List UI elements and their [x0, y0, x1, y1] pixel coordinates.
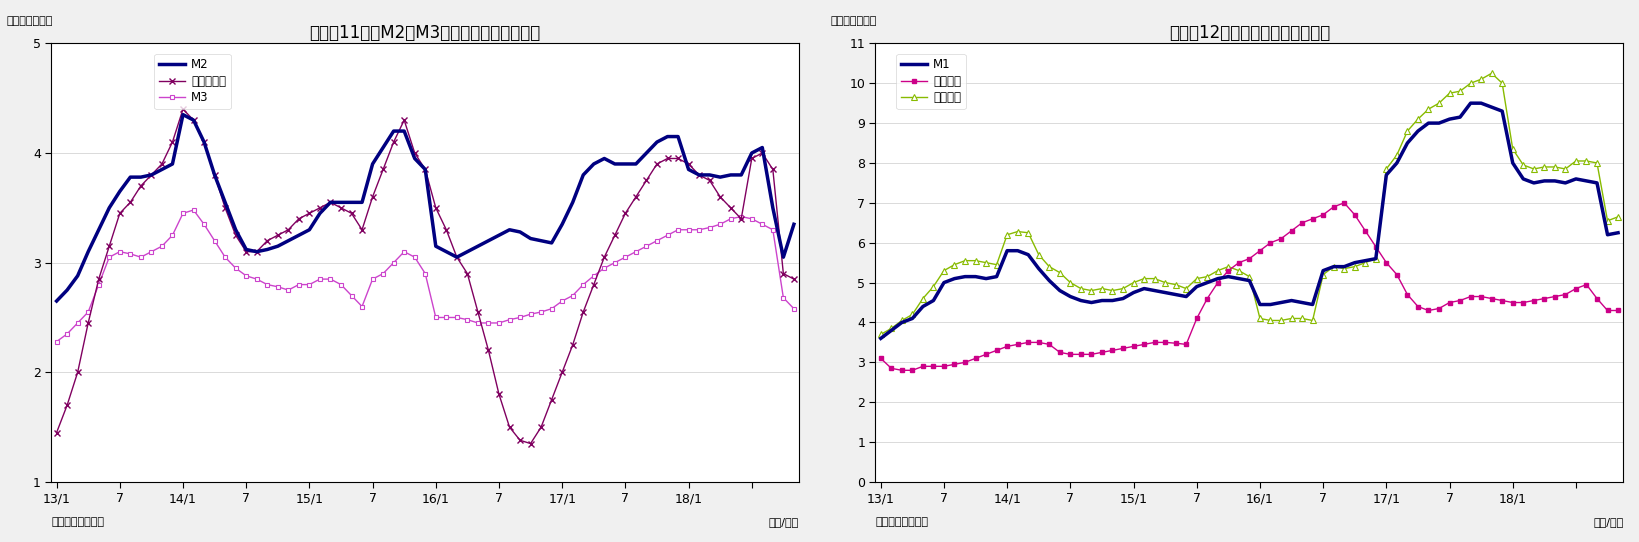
預金通貨 — [870, 331, 890, 338]
Text: （年/月）: （年/月） — [769, 517, 798, 527]
Legend: M2, 広義流動性, M3: M2, 広義流動性, M3 — [154, 54, 231, 109]
M2 — [67, 273, 87, 279]
M2 — [752, 144, 772, 151]
預金通貨 — [1482, 70, 1501, 76]
Line: M3: M3 — [54, 208, 797, 344]
広義流動性 — [48, 429, 67, 436]
Title: （図表11）　M2、M3、広義流動性の伸び率: （図表11） M2、M3、広義流動性の伸び率 — [310, 24, 541, 42]
広義流動性 — [731, 216, 751, 222]
現金通貨 — [892, 367, 911, 373]
預金通貨 — [1313, 272, 1333, 278]
M1 — [870, 335, 890, 341]
現金通貨 — [987, 347, 1006, 353]
M2 — [267, 243, 287, 249]
現金通貨 — [1334, 199, 1354, 206]
預金通貨 — [1575, 158, 1595, 164]
広義流動性 — [521, 440, 541, 447]
M1 — [1608, 229, 1628, 236]
広義流動性 — [500, 424, 520, 430]
Title: （図表12）　現金・預金の伸び率: （図表12） 現金・預金の伸び率 — [1169, 24, 1329, 42]
現金通貨 — [1239, 255, 1259, 262]
Text: （年/月）: （年/月） — [1591, 517, 1623, 527]
現金通貨 — [1555, 291, 1575, 298]
M3 — [615, 254, 634, 260]
Line: 預金通貨: 預金通貨 — [877, 70, 1619, 337]
広義流動性 — [152, 161, 172, 167]
M3 — [752, 221, 772, 228]
広義流動性 — [762, 166, 782, 173]
預金通貨 — [1608, 214, 1628, 220]
広義流動性 — [783, 276, 803, 282]
M3 — [67, 320, 87, 326]
広義流動性 — [415, 166, 434, 173]
M3 — [415, 270, 434, 277]
現金通貨 — [901, 367, 921, 373]
M1 — [1082, 299, 1101, 306]
M3 — [48, 338, 67, 345]
Line: M2: M2 — [57, 114, 793, 301]
M2 — [615, 161, 634, 167]
M1 — [892, 319, 911, 326]
M1 — [1428, 120, 1447, 126]
M3 — [500, 317, 520, 323]
Text: （資料）日本銀行: （資料）日本銀行 — [51, 517, 105, 527]
預金通貨 — [1428, 100, 1447, 106]
現金通貨 — [1608, 307, 1628, 314]
Legend: M1, 現金通貨, 預金通貨: M1, 現金通貨, 預金通貨 — [897, 54, 965, 109]
Text: （前年比、％）: （前年比、％） — [7, 16, 52, 26]
M3 — [184, 207, 203, 213]
広義流動性 — [174, 106, 193, 112]
M2 — [48, 298, 67, 304]
広義流動性 — [67, 369, 87, 376]
M1 — [1460, 100, 1480, 106]
M2 — [500, 227, 520, 233]
預金通貨 — [1228, 267, 1247, 274]
M1 — [1313, 267, 1333, 274]
Text: （資料）日本銀行: （資料）日本銀行 — [875, 517, 928, 527]
預金通貨 — [1082, 287, 1101, 294]
Line: 広義流動性: 広義流動性 — [54, 106, 797, 447]
M2 — [174, 111, 193, 118]
M3 — [267, 283, 287, 290]
Text: （前年比、％）: （前年比、％） — [829, 16, 877, 26]
M1 — [1575, 178, 1595, 184]
Line: M1: M1 — [880, 103, 1618, 338]
現金通貨 — [870, 355, 890, 362]
現金通貨 — [1587, 295, 1606, 302]
M3 — [783, 306, 803, 312]
M1 — [1228, 275, 1247, 282]
預金通貨 — [892, 317, 911, 324]
Line: 現金通貨: 現金通貨 — [879, 201, 1619, 373]
現金通貨 — [1323, 204, 1342, 210]
M2 — [783, 221, 803, 228]
M2 — [415, 166, 434, 173]
